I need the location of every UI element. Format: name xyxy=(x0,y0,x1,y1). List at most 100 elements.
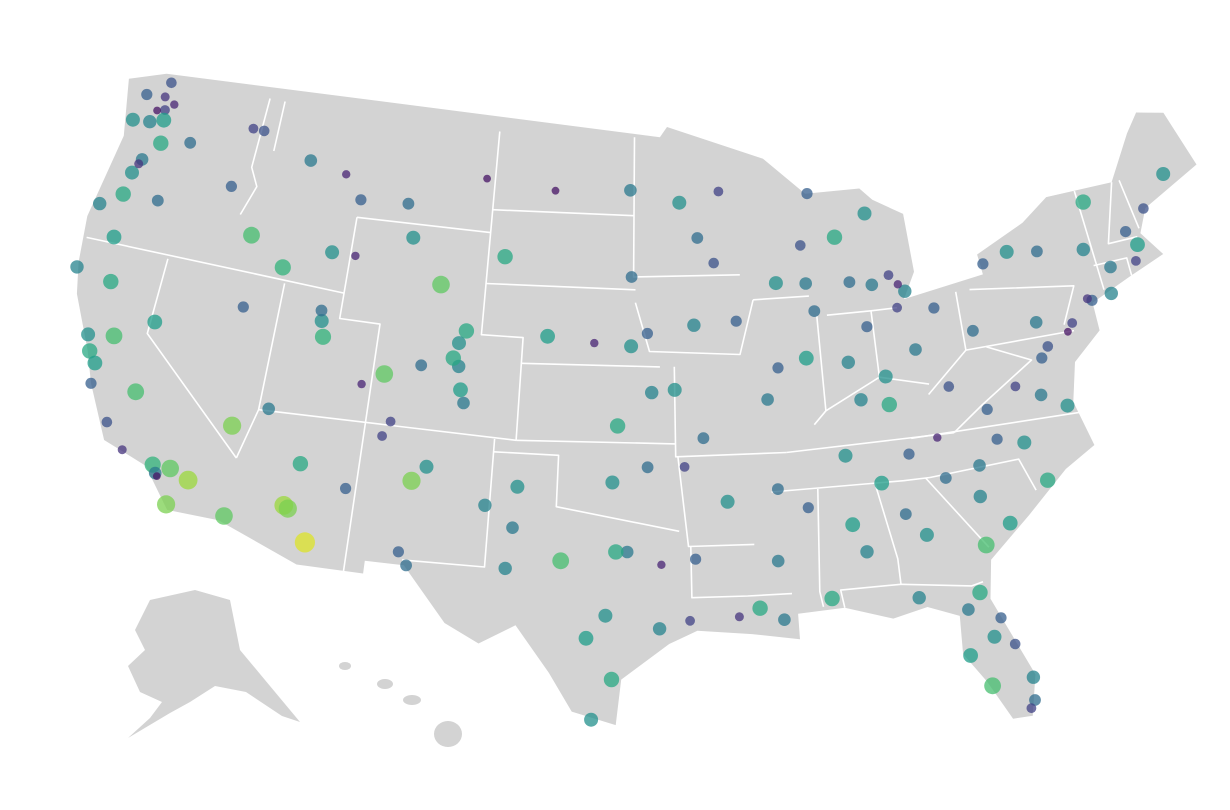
data-point xyxy=(761,393,774,406)
data-point xyxy=(262,402,276,416)
data-point xyxy=(106,229,122,245)
data-point xyxy=(972,584,988,601)
data-point xyxy=(497,249,513,265)
data-point xyxy=(697,432,710,445)
data-point xyxy=(156,112,172,128)
data-point xyxy=(963,648,978,663)
state-border xyxy=(485,282,636,291)
data-point xyxy=(237,301,249,313)
data-point xyxy=(801,188,813,200)
data-point xyxy=(87,355,103,371)
data-point xyxy=(415,359,428,372)
state-borders xyxy=(86,98,1140,608)
data-point xyxy=(157,495,176,514)
data-point xyxy=(355,194,367,206)
data-point xyxy=(874,475,890,491)
data-point xyxy=(1026,703,1037,714)
data-point xyxy=(912,591,926,605)
data-point xyxy=(1076,242,1091,257)
data-point xyxy=(184,136,197,149)
data-point xyxy=(325,245,340,260)
data-point xyxy=(161,459,179,478)
data-point xyxy=(1034,388,1048,402)
data-point xyxy=(691,232,704,244)
data-point xyxy=(153,106,162,115)
data-point xyxy=(125,165,139,180)
data-point xyxy=(1064,327,1072,336)
data-point xyxy=(1031,245,1043,258)
state-border xyxy=(771,476,931,493)
data-point xyxy=(70,260,84,274)
data-point xyxy=(105,327,123,345)
data-point xyxy=(977,536,995,554)
state-border xyxy=(900,580,984,587)
data-point xyxy=(838,448,853,463)
data-point xyxy=(1131,256,1141,266)
data-point xyxy=(578,630,594,646)
state-border xyxy=(927,349,967,396)
data-point xyxy=(713,186,724,197)
state-border xyxy=(338,217,381,572)
data-point xyxy=(1029,694,1041,706)
lower-48 xyxy=(76,73,1197,726)
data-point xyxy=(340,482,352,495)
state-border xyxy=(480,131,524,441)
data-point xyxy=(881,396,897,413)
data-point xyxy=(857,206,872,221)
state-border xyxy=(677,456,755,548)
data-point xyxy=(909,343,922,356)
data-point xyxy=(160,105,170,115)
data-point xyxy=(483,174,491,183)
data-point xyxy=(778,613,791,626)
data-point xyxy=(826,229,843,245)
data-point xyxy=(385,416,396,427)
data-point xyxy=(127,383,145,401)
state-border xyxy=(521,362,660,368)
data-point xyxy=(552,552,570,570)
data-point xyxy=(824,590,840,607)
data-point xyxy=(625,271,638,283)
data-point xyxy=(1017,435,1032,450)
data-point xyxy=(734,612,744,622)
state-border xyxy=(690,546,793,599)
data-point xyxy=(667,382,682,397)
data-point xyxy=(1029,316,1043,329)
data-point xyxy=(453,382,468,398)
data-point xyxy=(81,327,96,342)
data-point xyxy=(720,494,735,509)
data-point xyxy=(141,88,153,101)
state-border xyxy=(929,458,1037,491)
data-point xyxy=(584,712,599,727)
data-point xyxy=(943,381,955,392)
data-point xyxy=(178,470,198,490)
data-point xyxy=(243,226,260,244)
data-point xyxy=(1026,670,1041,684)
state-border xyxy=(402,438,496,568)
data-point xyxy=(928,302,940,314)
data-point xyxy=(1009,638,1021,650)
data-point xyxy=(919,527,934,542)
data-point xyxy=(883,270,894,280)
data-point xyxy=(865,278,879,292)
data-point xyxy=(278,499,297,518)
state-border xyxy=(356,216,491,234)
data-point xyxy=(898,284,912,298)
data-point xyxy=(82,343,98,359)
data-point xyxy=(1130,237,1145,253)
data-point xyxy=(419,459,434,474)
data-point xyxy=(603,671,620,688)
data-point xyxy=(1067,318,1078,328)
data-point xyxy=(1040,472,1056,488)
state-border xyxy=(753,295,809,301)
data-point xyxy=(799,277,812,290)
data-point xyxy=(170,100,179,109)
data-point xyxy=(1042,341,1054,352)
data-point xyxy=(400,559,412,572)
data-point xyxy=(498,561,512,576)
data-point xyxy=(292,456,309,472)
data-point xyxy=(153,135,169,151)
data-point xyxy=(973,459,986,472)
data-point xyxy=(798,350,814,366)
